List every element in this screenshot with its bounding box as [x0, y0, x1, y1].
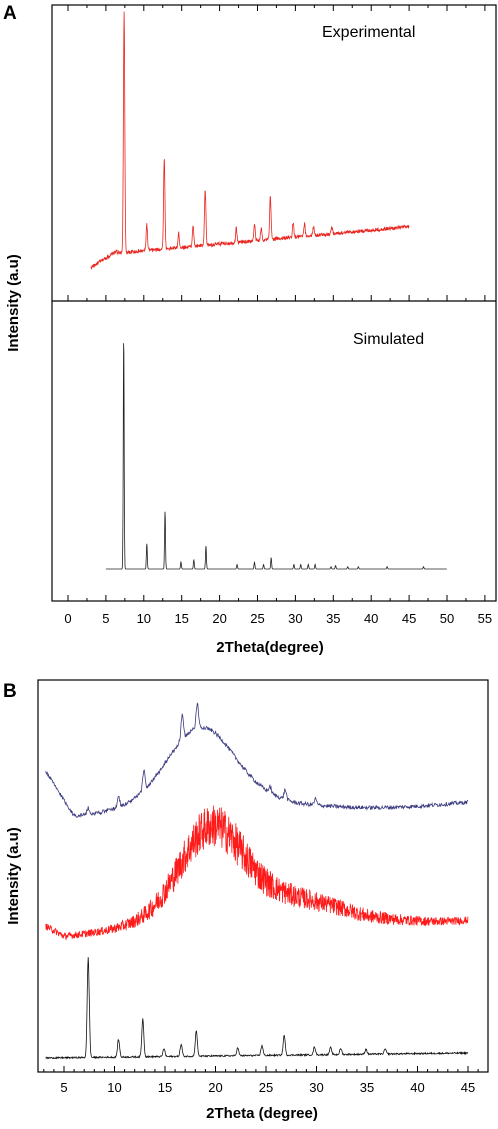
x-tick-label: 20	[208, 1080, 222, 1095]
x-tick-label: 40	[410, 1080, 424, 1095]
experimental-pattern-line	[90, 11, 410, 270]
panel-a-frame	[51, 4, 497, 602]
x-tick-label: 10	[137, 611, 151, 626]
panel-a-x-axis-title: 2Theta(degree)	[216, 639, 324, 656]
panel-b-bottom-pattern-line	[45, 957, 469, 1060]
x-tick-label: 30	[288, 611, 302, 626]
x-tick-label: 20	[212, 611, 226, 626]
x-tick-label: 15	[158, 1080, 172, 1095]
panel-b-label: B	[3, 681, 17, 702]
panel-b-top-pattern-line	[45, 702, 469, 818]
panel-b-y-axis-title: Intensity (a.u)	[5, 827, 22, 925]
x-tick-label: 45	[402, 611, 416, 626]
panel-b-x-ticks: 5 10 15 20 25 30 35 40 45	[43, 1066, 479, 1095]
x-tick-label: 55	[478, 611, 492, 626]
x-tick-label: 45	[461, 1080, 475, 1095]
x-tick-label: 25	[250, 611, 264, 626]
panel-b-frame	[37, 679, 489, 1073]
panel-a-label: A	[3, 3, 17, 24]
x-tick-label: 10	[107, 1080, 121, 1095]
experimental-annotation: Experimental	[322, 24, 415, 41]
panel-a-divider-ticks	[67, 5, 486, 301]
x-tick-label: 30	[309, 1080, 323, 1095]
panel-a-y-axis-title: Intensity (a.u)	[5, 254, 22, 352]
x-tick-label: 25	[259, 1080, 273, 1095]
panel-b-x-axis-title: 2Theta (degree)	[206, 1105, 318, 1122]
x-tick-label: 35	[360, 1080, 374, 1095]
panel-b-middle-pattern-line	[45, 805, 469, 941]
simulated-annotation: Simulated	[353, 331, 424, 348]
x-tick-label: 35	[326, 611, 340, 626]
x-tick-label: 5	[60, 1080, 67, 1095]
x-tick-label: 0	[64, 611, 71, 626]
simulated-pattern-line	[105, 343, 447, 570]
x-tick-label: 40	[364, 611, 378, 626]
x-tick-label: 15	[174, 611, 188, 626]
panel-a-x-ticks: 0 5 10 15 20 25 30 35 40 45 50 55	[64, 595, 492, 626]
x-tick-label: 5	[102, 611, 109, 626]
x-tick-label: 50	[440, 611, 454, 626]
